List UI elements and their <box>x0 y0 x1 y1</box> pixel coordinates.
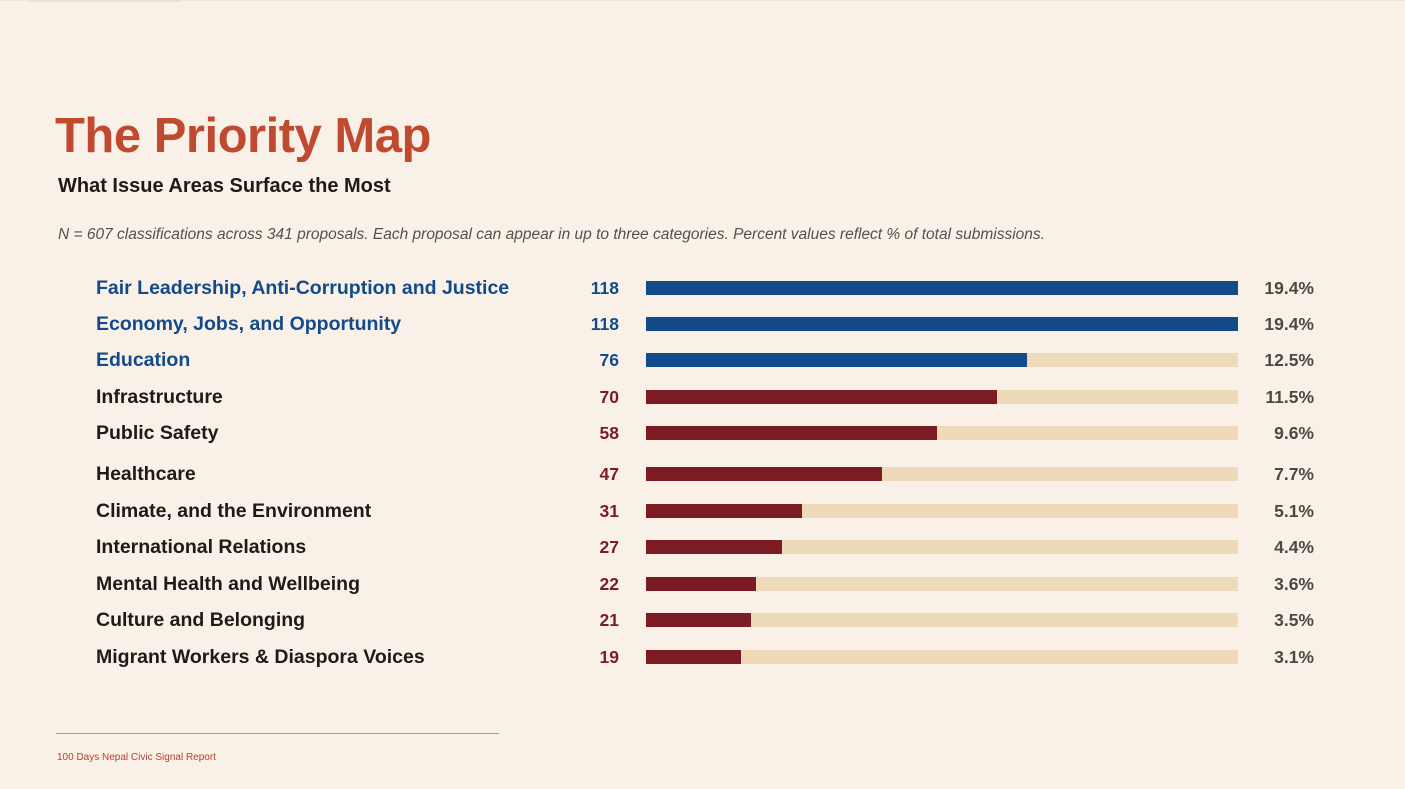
category-label: Education <box>96 349 191 371</box>
bar <box>646 650 742 664</box>
top-rule <box>0 0 1405 1</box>
bar <box>646 353 1028 367</box>
category-label: Migrant Workers & Diaspora Voices <box>96 646 425 668</box>
footer-rule <box>56 733 499 734</box>
page-title: The Priority Map <box>55 109 431 163</box>
percent-label: 7.7% <box>1274 464 1314 484</box>
count-label: 19 <box>599 647 619 667</box>
bar-track <box>646 317 1238 331</box>
bar <box>646 467 882 481</box>
category-label: International Relations <box>96 536 307 558</box>
percent-label: 19.4% <box>1264 278 1314 298</box>
bar-track <box>646 577 1238 591</box>
bar <box>646 540 782 554</box>
bar-track <box>646 650 1238 664</box>
top-rule-accent <box>30 0 180 2</box>
category-label: Culture and Belonging <box>96 609 306 631</box>
bar <box>646 281 1238 295</box>
footer-source: 100 Days Nepal Civic Signal Report <box>57 752 216 763</box>
bar <box>646 504 802 518</box>
percent-label: 9.6% <box>1274 423 1314 443</box>
page-subtitle: What Issue Areas Surface the Most <box>58 175 391 197</box>
count-label: 118 <box>590 278 619 298</box>
percent-label: 3.5% <box>1274 610 1314 630</box>
bar <box>646 426 937 440</box>
category-label: Economy, Jobs, and Opportunity <box>96 313 402 335</box>
count-label: 76 <box>599 350 619 370</box>
bar-track <box>646 281 1238 295</box>
bar-track <box>646 353 1238 367</box>
percent-label: 3.6% <box>1274 574 1314 594</box>
count-label: 31 <box>599 501 619 521</box>
percent-label: 4.4% <box>1274 537 1314 557</box>
bar <box>646 317 1238 331</box>
percent-label: 5.1% <box>1274 501 1314 521</box>
methodology-note: N = 607 classifications across 341 propo… <box>58 226 1045 243</box>
category-label: Infrastructure <box>96 386 223 408</box>
percent-label: 3.1% <box>1274 647 1314 667</box>
bar <box>646 613 752 627</box>
count-label: 21 <box>599 610 619 630</box>
bar-track <box>646 467 1238 481</box>
percent-label: 11.5% <box>1265 387 1314 407</box>
percent-label: 19.4% <box>1264 314 1314 334</box>
count-label: 22 <box>599 574 619 594</box>
bar-track <box>646 390 1238 404</box>
category-label: Climate, and the Environment <box>96 500 372 522</box>
category-label: Healthcare <box>96 463 196 485</box>
count-label: 118 <box>590 314 619 334</box>
bar-track <box>646 504 1238 518</box>
percent-label: 12.5% <box>1264 350 1314 370</box>
bar-track <box>646 540 1238 554</box>
category-label: Fair Leadership, Anti-Corruption and Jus… <box>96 277 510 299</box>
count-label: 27 <box>599 537 619 557</box>
bar <box>646 577 757 591</box>
category-label: Mental Health and Wellbeing <box>96 573 361 595</box>
bar <box>646 390 998 404</box>
bar-track <box>646 613 1238 627</box>
category-label: Public Safety <box>96 422 219 444</box>
count-label: 47 <box>599 464 619 484</box>
bar-track <box>646 426 1238 440</box>
count-label: 58 <box>599 423 619 443</box>
count-label: 70 <box>599 387 619 407</box>
